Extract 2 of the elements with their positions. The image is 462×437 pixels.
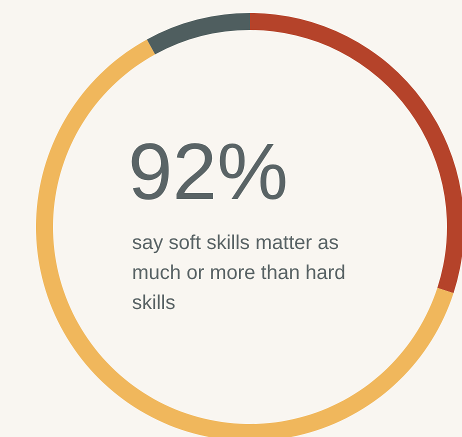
text: say soft skills matter as much or more than hard skills <box>132 231 346 316</box>
text: 92% <box>128 127 288 216</box>
